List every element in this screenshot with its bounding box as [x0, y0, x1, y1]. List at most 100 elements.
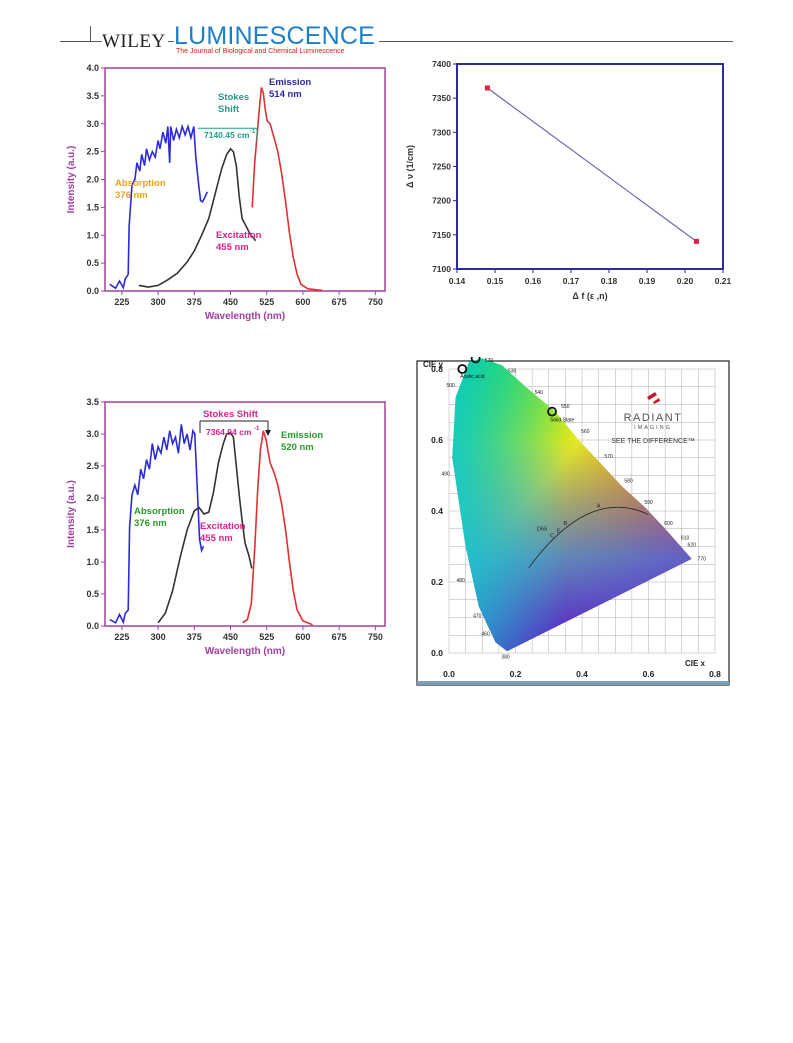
y-tick-label: 2.0 [86, 175, 99, 185]
wavelength-label: 770 [698, 557, 707, 563]
white-point-label: C [550, 534, 554, 540]
wavelength-label: 540 [535, 390, 544, 396]
white-point-label: B [564, 521, 568, 527]
y-tick-label: 1.5 [86, 525, 99, 535]
wavelength-label: 380 [501, 654, 510, 660]
x-tick-label: 750 [368, 297, 383, 307]
emission-label: Emission 514 nm [269, 77, 311, 100]
y-tick-label: 1.0 [86, 230, 99, 240]
header-tick [90, 26, 91, 41]
stokes-shift-value: 7364.94 cm [206, 427, 252, 437]
x-tick-label: 0.20 [677, 276, 694, 286]
excitation-curve [138, 147, 257, 288]
y-tick-label: 0.0 [431, 648, 443, 658]
y-tick-label: 1.0 [86, 557, 99, 567]
x-tick-label: 600 [295, 297, 310, 307]
wavelength-label: 590 [644, 500, 653, 506]
y-tick-label: 3.5 [86, 397, 99, 407]
lippert-plot-chart: 0.14 0.15 0.16 0.17 0.18 0.19 0.20 0.21 7100 7150… [405, 59, 732, 301]
stokes-shift-label: Stokes Shift [203, 409, 259, 420]
x-axis-label: Wavelength (nm) [205, 646, 285, 657]
y-tick-label: 7400 [432, 59, 451, 69]
planckian-locus [528, 506, 649, 569]
fit-line [487, 87, 697, 242]
x-tick-label: 0.14 [449, 276, 466, 286]
wavelength-label: 570 [604, 454, 613, 460]
wavelength-label: 500 [446, 383, 455, 389]
y-tick-label: 7150 [432, 230, 451, 240]
logo-sub: IMAGING [634, 425, 672, 431]
y-tick-label: 2.0 [86, 493, 99, 503]
journal-header: WILEY LUMINESCENCE The Journal of Biolog… [0, 0, 793, 60]
sample-marker [457, 364, 468, 374]
x-tick-label: 0.18 [601, 276, 618, 286]
header-rule [60, 41, 733, 42]
y-tick-label: 0.5 [86, 258, 99, 268]
x-tick-label: 0.4 [576, 669, 588, 679]
x-tick-label: 0.16 [525, 276, 542, 286]
sample-label: Solid State [550, 418, 574, 424]
x-tick-label: 450 [223, 632, 238, 642]
x-tick-label: 600 [295, 632, 310, 642]
x-axis-label: Δ f (ε ,n) [572, 291, 607, 301]
wavelength-label: 490 [442, 472, 451, 478]
x-tick-label: 675 [332, 297, 347, 307]
excitation-curve [157, 431, 253, 624]
wavelength-label: 460 [481, 631, 490, 637]
x-tick-label: 300 [151, 297, 166, 307]
x-tick-label: 225 [114, 297, 129, 307]
y-tick-label: 7200 [432, 196, 451, 206]
x-tick-label: 450 [223, 297, 238, 307]
emission-curve [251, 87, 323, 292]
x-tick-label: 225 [114, 632, 129, 642]
white-point-label: E [557, 528, 561, 534]
y-axis-label: Intensity (a.u.) [66, 146, 77, 214]
stokes-arrow [265, 430, 271, 436]
logo-tagline: SEE THE DIFFERENCE™ [611, 438, 695, 445]
absorption-label: Absorption 376 nm [115, 178, 166, 201]
wavelength-label: 480 [456, 578, 465, 584]
x-tick-label: 525 [259, 297, 274, 307]
stokes-shift-unit-sup: -1 [254, 426, 260, 432]
x-tick-label: 0.0 [443, 669, 455, 679]
y-tick-label: 2.5 [86, 461, 99, 471]
x-tick-label: 375 [187, 297, 202, 307]
wavelength-label: 530 [508, 369, 517, 375]
bottom-strip [417, 681, 729, 685]
wavelength-label: 470 [473, 614, 482, 620]
stokes-shift-label: Stokes Shift [218, 92, 249, 115]
wavelength-label: 520 [485, 358, 494, 364]
spectrum-bottom-chart: 225 300 375 450 525 600 675 750 0.0 0.5 1.0 1.5 2.0 2… [66, 397, 386, 657]
data-point [693, 238, 699, 244]
y-tick-label: 2.5 [86, 147, 99, 157]
y-tick-label: 0.0 [86, 621, 99, 631]
publisher-logo: WILEY [102, 31, 168, 53]
x-tick-label: 0.21 [715, 276, 732, 286]
wavelength-label: 580 [624, 479, 633, 485]
y-axis-label: Intensity (a.u.) [66, 480, 77, 548]
white-point-label: D65 [537, 527, 547, 533]
excitation-label: Excitation 455 nm [200, 521, 246, 544]
y-axis-label: CIE y [423, 360, 444, 369]
data-point [484, 85, 490, 91]
absorption-curve [109, 424, 205, 625]
logo-brand: RADIANT [624, 412, 683, 424]
sample-marker [547, 406, 557, 417]
x-tick-label: 0.6 [643, 669, 655, 679]
cie-gamut-cyan [452, 358, 692, 652]
y-tick-label: 7300 [432, 127, 451, 137]
absorption-label: Absorption 376 nm [134, 506, 185, 529]
journal-title: LUMINESCENCE [174, 22, 380, 51]
radiant-logo-icon [647, 392, 660, 404]
x-tick-label: 0.17 [563, 276, 580, 286]
wavelength-label: 620 [688, 543, 697, 549]
y-tick-label: 0.5 [86, 589, 99, 599]
absorption-curve [109, 123, 209, 290]
x-tick-label: 675 [332, 632, 347, 642]
y-tick-label: 3.0 [86, 119, 99, 129]
x-tick-label: 0.2 [510, 669, 522, 679]
x-tick-label: 750 [368, 632, 383, 642]
wavelength-label: 550 [561, 404, 570, 410]
spectrum-top-chart: 225 300 375 450 525 600 675 750 0.0 0.5 1.0 1.5 2.0 2… [66, 63, 386, 322]
